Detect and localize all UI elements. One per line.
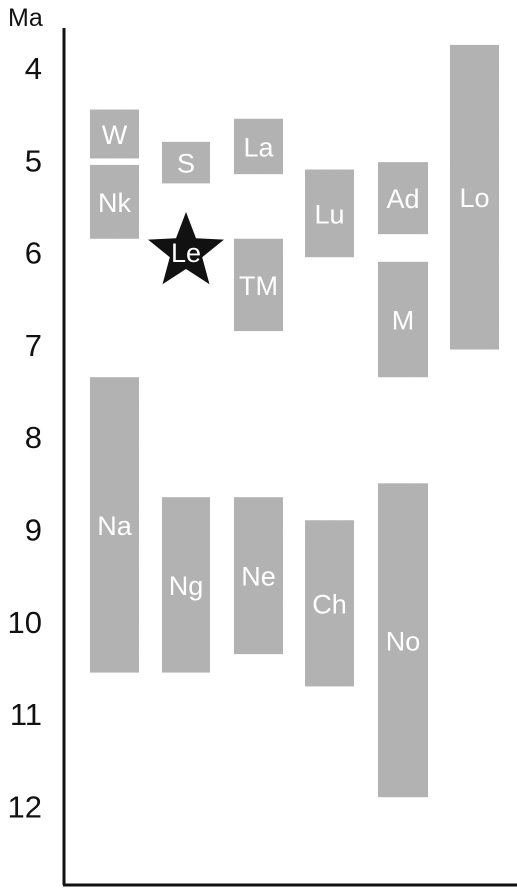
range-bar-w <box>90 109 139 159</box>
range-bar-label: M <box>392 306 415 336</box>
range-bar-ne <box>234 497 283 655</box>
y-tick-label: 8 <box>25 420 42 455</box>
range-bar-label: Nk <box>98 188 131 218</box>
range-bar-la <box>234 118 283 175</box>
range-bar-label: Ad <box>386 184 419 214</box>
range-bar-label: Lu <box>314 199 344 229</box>
range-bar-label: Ch <box>312 589 347 619</box>
y-tick-label: 4 <box>25 51 42 86</box>
range-bar-label: La <box>243 132 274 162</box>
range-bar-label: Ne <box>241 562 276 592</box>
y-tick-label: 10 <box>8 605 42 640</box>
range-bar-label: No <box>386 626 421 656</box>
y-tick-label: 6 <box>25 236 42 271</box>
range-bar-label: TM <box>239 271 278 301</box>
range-bar-label: W <box>102 120 128 150</box>
range-bar-ad <box>378 162 428 235</box>
y-axis-unit-label: Ma <box>8 4 43 32</box>
star-marker-icon <box>148 212 224 285</box>
range-bar-s <box>162 141 210 184</box>
range-bar-label: S <box>177 149 195 179</box>
range-bar-ng <box>162 497 210 673</box>
y-tick-label: 12 <box>8 789 42 824</box>
range-bar-lo <box>450 44 499 350</box>
star-marker-label: Le <box>171 238 201 268</box>
range-bar-ch <box>305 520 354 687</box>
y-tick-label: 11 <box>10 697 42 732</box>
marker-group: Le <box>148 212 224 285</box>
y-tick-label: 7 <box>25 328 42 363</box>
range-bar-m <box>378 261 428 378</box>
range-bar-label: Lo <box>459 183 489 213</box>
range-bar-na <box>90 377 139 673</box>
y-tick-labels: 4 5 6 7 8 9 10 11 12 <box>8 51 42 824</box>
y-tick-label: 5 <box>25 143 42 178</box>
range-bar-nk <box>90 164 139 239</box>
y-tick-label: 9 <box>25 513 42 548</box>
range-bar-label: Na <box>97 511 132 541</box>
range-bar-lu <box>305 169 354 258</box>
range-bar-no <box>378 483 428 798</box>
range-bar-tm <box>234 238 283 332</box>
range-bar-label: Ng <box>169 571 204 601</box>
range-bars: W Nk Na S Ng La TM Ne Lu Ch Ad M No Lo <box>90 44 499 798</box>
